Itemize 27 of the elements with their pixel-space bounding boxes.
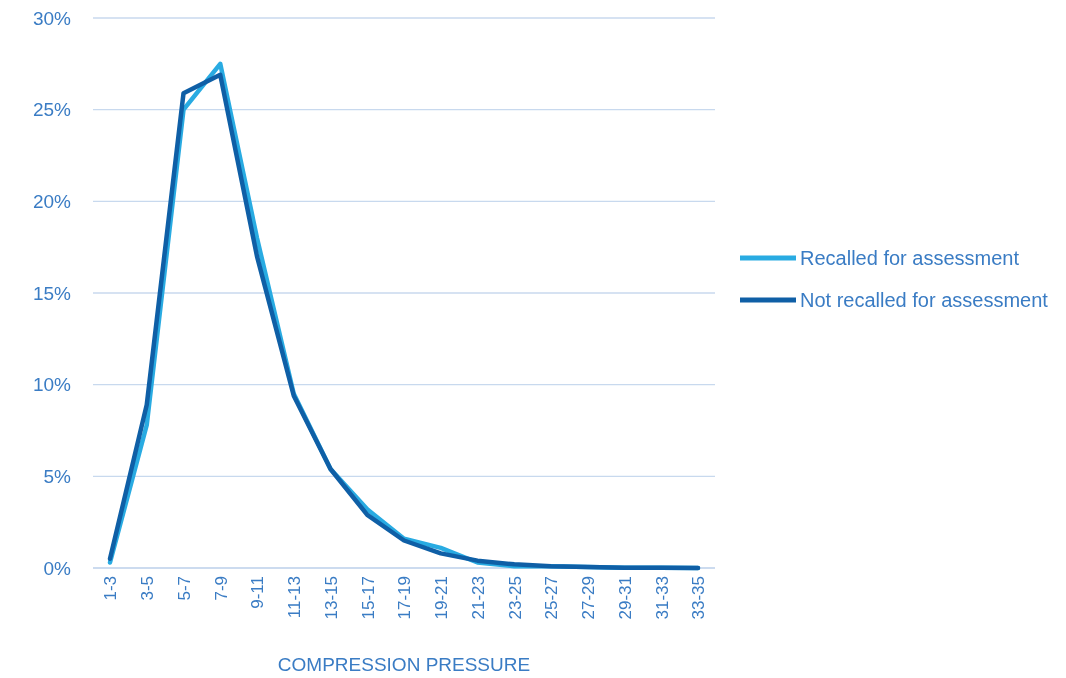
x-tick-label: 5-7 xyxy=(174,576,194,601)
x-tick-label: 29-31 xyxy=(615,576,635,620)
x-tick-label: 19-21 xyxy=(432,576,452,620)
y-tick-label: 15% xyxy=(32,282,72,304)
x-tick-label: 9-11 xyxy=(248,576,268,609)
x-tick-label: 7-9 xyxy=(211,576,231,601)
x-tick-label: 11-13 xyxy=(285,576,305,619)
y-tick-label: 30% xyxy=(32,7,72,29)
legend-label: Not recalled for assessment xyxy=(800,289,1049,311)
x-tick-label: 23-25 xyxy=(505,576,525,620)
x-tick-label: 21-23 xyxy=(468,576,488,620)
x-tick-label: 13-15 xyxy=(321,576,341,620)
x-tick-label: 33-35 xyxy=(689,576,709,620)
x-tick-label: 17-19 xyxy=(395,576,415,620)
x-axis-title: COMPRESSION PRESSURE xyxy=(277,654,531,675)
y-tick-label: 5% xyxy=(43,465,72,487)
x-tick-label: 25-27 xyxy=(542,576,562,620)
y-tick-label: 10% xyxy=(32,374,72,396)
y-tick-label: 20% xyxy=(32,190,72,212)
x-tick-label: 31-33 xyxy=(652,576,672,620)
legend-label: Recalled for assessment xyxy=(800,247,1020,269)
x-tick-label: 3-5 xyxy=(138,576,158,601)
y-tick-label: 25% xyxy=(32,99,72,121)
x-tick-label: 27-29 xyxy=(579,576,599,620)
x-tick-label: 1-3 xyxy=(101,576,121,601)
x-tick-label: 15-17 xyxy=(358,576,378,620)
y-tick-label: 0% xyxy=(43,557,72,579)
